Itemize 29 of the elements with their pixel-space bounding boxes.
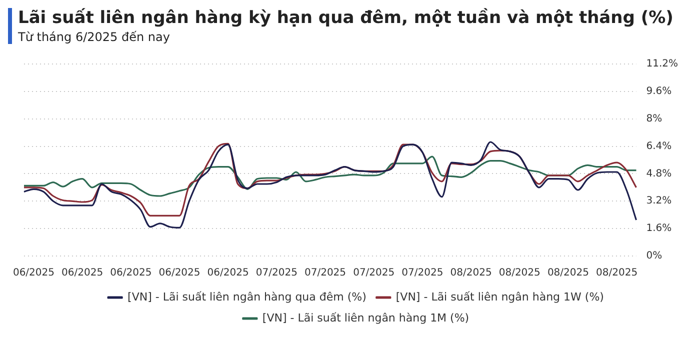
y-tick-label: 8% xyxy=(646,113,662,124)
y-tick-label: 9.6% xyxy=(646,86,672,98)
x-tick-label: 06/2025 xyxy=(158,268,200,279)
line-series xyxy=(23,142,638,217)
chart-title: Lãi suất liên ngân hàng kỳ hạn qua đêm, một tuần và một tháng (%) xyxy=(18,8,674,28)
x-tick-label: 06/2025 xyxy=(62,268,104,279)
x-tick-label: 06/2025 xyxy=(12,268,54,279)
x-tick-label: 08/2025 xyxy=(450,268,492,279)
x-tick-label: 07/2025 xyxy=(256,268,298,279)
line-series xyxy=(23,141,638,229)
x-tick-label: 06/2025 xyxy=(110,268,152,279)
y-tick-label: 4.8% xyxy=(646,168,672,180)
x-tick-label: 07/2025 xyxy=(304,268,346,279)
x-tick-label: 07/2025 xyxy=(402,268,444,279)
x-tick-label: 07/2025 xyxy=(353,268,395,279)
y-tick-label: 1.6% xyxy=(646,223,672,234)
x-tick-label: 08/2025 xyxy=(498,268,540,279)
x-tick-label: 06/2025 xyxy=(207,268,249,279)
legend-label: [VN] - Lãi suất liên ngân hàng qua đêm (%) xyxy=(128,290,366,304)
x-tick-label: 08/2025 xyxy=(596,268,638,279)
y-tick-label: 3.2% xyxy=(646,196,672,207)
x-tick-label: 08/2025 xyxy=(547,268,589,279)
line-series xyxy=(23,156,638,197)
chart-subtitle: Từ tháng 6/2025 đến nay xyxy=(18,30,171,44)
y-tick-label: 6.4% xyxy=(646,140,672,152)
y-tick-label: 0% xyxy=(646,250,662,262)
legend-label: [VN] - Lãi suất liên ngân hàng 1W (%) xyxy=(396,290,604,304)
y-tick-label: 11.2% xyxy=(646,58,678,70)
legend-label: [VN] - Lãi suất liên ngân hàng 1M (%) xyxy=(262,311,470,324)
